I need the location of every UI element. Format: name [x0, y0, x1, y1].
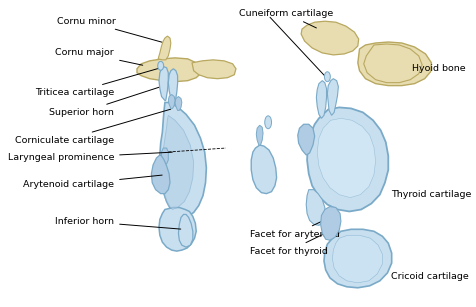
- Text: Cornu minor: Cornu minor: [57, 17, 162, 42]
- Text: Laryngeal prominence: Laryngeal prominence: [8, 152, 172, 162]
- Polygon shape: [256, 125, 262, 145]
- Polygon shape: [332, 235, 382, 283]
- Polygon shape: [327, 79, 337, 115]
- Polygon shape: [307, 107, 387, 212]
- Polygon shape: [320, 207, 340, 240]
- Polygon shape: [168, 69, 177, 103]
- Text: Superior horn: Superior horn: [49, 87, 161, 117]
- Text: Thyroid cartilage: Thyroid cartilage: [390, 190, 470, 199]
- Polygon shape: [300, 21, 358, 55]
- Polygon shape: [159, 208, 196, 251]
- Polygon shape: [357, 42, 430, 86]
- Polygon shape: [137, 58, 200, 82]
- Text: Arytenoid cartilage: Arytenoid cartilage: [23, 175, 162, 189]
- Text: Cricoid cartilage: Cricoid cartilage: [390, 272, 467, 282]
- Polygon shape: [297, 124, 314, 155]
- Text: Cornu major: Cornu major: [55, 49, 142, 65]
- Polygon shape: [191, 60, 236, 79]
- Text: Corniculate cartilage: Corniculate cartilage: [15, 109, 170, 145]
- Ellipse shape: [158, 61, 163, 70]
- Polygon shape: [251, 145, 276, 194]
- Text: Triticea cartilage: Triticea cartilage: [35, 68, 158, 97]
- Polygon shape: [178, 215, 192, 247]
- Polygon shape: [151, 155, 169, 194]
- Polygon shape: [159, 103, 206, 217]
- Polygon shape: [306, 190, 325, 225]
- Polygon shape: [175, 96, 181, 111]
- Polygon shape: [363, 44, 421, 83]
- Polygon shape: [158, 36, 170, 60]
- Ellipse shape: [324, 72, 330, 82]
- Text: Inferior horn: Inferior horn: [55, 217, 180, 229]
- Ellipse shape: [264, 116, 271, 129]
- Polygon shape: [168, 95, 175, 108]
- Polygon shape: [161, 148, 168, 164]
- Polygon shape: [316, 81, 326, 118]
- Polygon shape: [323, 229, 391, 288]
- Text: Cuneiform cartilage: Cuneiform cartilage: [238, 9, 332, 28]
- Polygon shape: [317, 118, 375, 198]
- Polygon shape: [162, 115, 193, 209]
- Text: Facet for thyroid: Facet for thyroid: [249, 228, 334, 256]
- Text: Hyoid bone: Hyoid bone: [411, 64, 465, 73]
- Polygon shape: [159, 67, 168, 100]
- Text: Facet for arytenoid: Facet for arytenoid: [249, 217, 339, 239]
